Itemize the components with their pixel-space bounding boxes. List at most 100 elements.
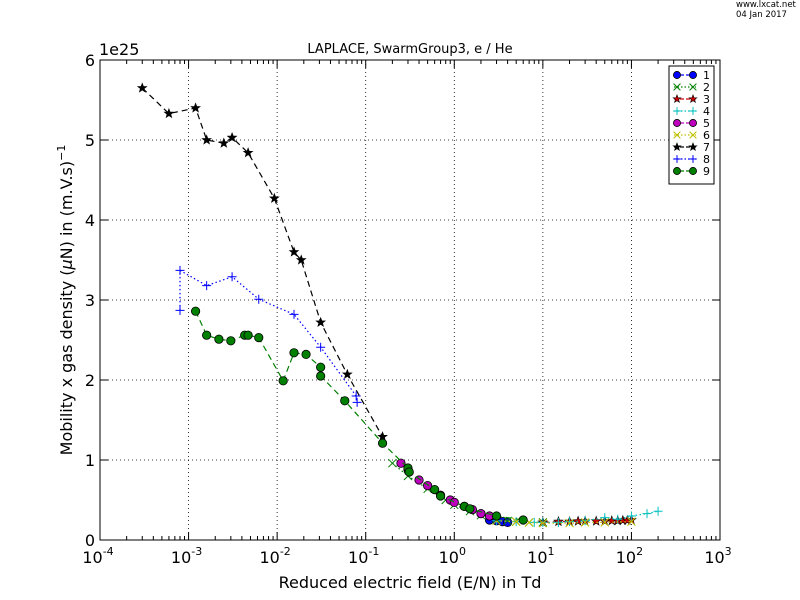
watermark-site: www.lxcat.net: [736, 0, 796, 10]
series-6: [492, 516, 636, 528]
y-axis-label: Mobility x gas density (μN) in (m.V.s)−1: [55, 145, 76, 456]
data-point: [430, 484, 440, 495]
data-point: [626, 511, 636, 521]
data-point: [491, 511, 502, 521]
x-tick-label: 103: [704, 545, 731, 567]
series-line: [496, 520, 632, 524]
data-point: [316, 342, 326, 352]
x-tick-exp: 3: [725, 545, 732, 558]
data-point: [565, 517, 575, 527]
y-tick-label: 3: [85, 291, 95, 310]
data-point: [538, 517, 548, 527]
data-point: [673, 155, 681, 163]
legend-label: 9: [703, 165, 710, 178]
y-axis-label-text: Mobility x gas density (: [57, 270, 76, 456]
data-point: [642, 509, 652, 519]
legend-item-2: 2: [673, 81, 710, 94]
data-point: [388, 458, 397, 468]
grid: [100, 60, 720, 540]
legend-label: 5: [703, 117, 710, 130]
data-point: [518, 515, 528, 525]
legend-label: 8: [703, 153, 710, 166]
data-point: [268, 192, 280, 203]
watermark-date: 04 Jan 2017: [736, 10, 787, 20]
data-point: [673, 83, 681, 91]
data-point: [340, 396, 350, 406]
data-point: [688, 142, 698, 151]
data-point: [288, 246, 300, 257]
data-point: [301, 349, 311, 359]
series-4: [492, 506, 663, 527]
data-point: [289, 348, 299, 358]
y-tick-label: 0: [85, 531, 95, 550]
series-9: [190, 306, 528, 525]
data-point: [163, 107, 175, 119]
x-tick-label: 100: [439, 545, 466, 567]
data-point: [673, 71, 681, 79]
data-point: [689, 107, 697, 115]
data-point: [404, 467, 414, 477]
legend-item-5: 5: [673, 117, 710, 130]
x-tick-base: 10: [348, 548, 368, 567]
data-point: [600, 518, 610, 527]
y-axis-label-rest: N) in (m.V.s): [57, 161, 76, 259]
data-point: [218, 137, 230, 148]
x-tick-exp: 1: [548, 545, 555, 558]
data-point: [673, 167, 681, 175]
chart-title: LAPLACE, SwarmGroup3, e / He: [307, 42, 512, 57]
data-point: [672, 142, 682, 151]
data-point: [175, 305, 185, 315]
data-point: [351, 391, 361, 401]
x-tick-base: 10: [82, 548, 102, 567]
x-tick-exp: -1: [368, 545, 379, 558]
data-point: [214, 334, 224, 344]
legend-item-8: 8: [673, 153, 710, 166]
y-axis-label-sup: −1: [55, 145, 68, 161]
data-point: [316, 362, 326, 372]
legend-item-7: 7: [672, 141, 710, 154]
x-tick-base: 10: [704, 548, 724, 567]
data-point: [352, 397, 362, 407]
data-point: [316, 371, 326, 381]
x-tick-exp: -2: [280, 545, 291, 558]
x-tick-exp: -3: [191, 545, 202, 558]
data-point: [226, 336, 236, 346]
data-point: [136, 82, 148, 93]
series-line: [496, 510, 659, 524]
legend-label: 2: [703, 81, 710, 94]
data-point: [672, 94, 682, 103]
data-point: [254, 332, 264, 343]
data-point: [689, 167, 697, 175]
x-tick-base: 10: [527, 548, 547, 567]
legend-item-4: 4: [673, 105, 710, 118]
legend-label: 3: [703, 93, 710, 106]
x-tick-label: 102: [616, 545, 643, 567]
series-layer: [136, 82, 663, 528]
legend-label: 4: [703, 105, 710, 118]
x-tick-exp: 2: [636, 545, 643, 558]
watermark: www.lxcat.net 04 Jan 2017: [736, 0, 796, 20]
series-8: [175, 265, 362, 407]
data-point: [315, 316, 327, 327]
data-point: [689, 131, 697, 139]
data-point: [190, 102, 201, 113]
data-point: [673, 107, 681, 115]
y-tick-label: 5: [85, 131, 95, 150]
x-tick-label: 101: [527, 545, 554, 567]
data-point: [580, 518, 590, 527]
x-axis-label: Reduced electric field (E/N) in Td: [279, 573, 542, 592]
data-point: [503, 517, 513, 528]
x-tick-base: 10: [259, 548, 279, 567]
data-point: [341, 368, 353, 379]
data-point: [590, 515, 602, 526]
legend-item-3: 3: [672, 93, 710, 106]
data-point: [377, 438, 388, 448]
data-point: [227, 272, 237, 282]
data-point: [175, 265, 185, 275]
data-point: [600, 513, 610, 523]
data-point: [435, 491, 446, 501]
data-point: [278, 376, 288, 386]
y-tick-labels: 0 1 2 3 4 5 6: [85, 51, 95, 550]
y-axis-label-mu: μ: [57, 259, 76, 270]
